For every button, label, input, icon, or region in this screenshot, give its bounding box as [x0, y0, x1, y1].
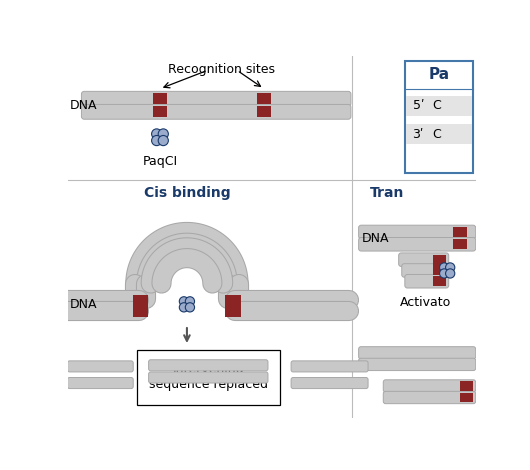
Text: 5ʹ: 5ʹ: [412, 99, 424, 112]
Bar: [460, 381, 473, 391]
FancyBboxPatch shape: [399, 253, 449, 266]
Bar: [405, 61, 473, 172]
Circle shape: [158, 129, 169, 139]
FancyBboxPatch shape: [291, 377, 368, 389]
Text: Cis binding: Cis binding: [144, 186, 230, 200]
FancyBboxPatch shape: [383, 392, 476, 404]
Bar: [225, 295, 241, 317]
Bar: [133, 295, 148, 317]
Circle shape: [439, 269, 449, 278]
Circle shape: [186, 303, 195, 312]
Bar: [432, 276, 446, 286]
Bar: [453, 239, 467, 249]
Bar: [405, 96, 472, 116]
Bar: [453, 227, 467, 237]
Circle shape: [179, 303, 189, 312]
FancyBboxPatch shape: [359, 358, 476, 370]
FancyBboxPatch shape: [68, 361, 133, 372]
FancyBboxPatch shape: [359, 237, 476, 251]
FancyBboxPatch shape: [383, 380, 476, 392]
FancyBboxPatch shape: [291, 361, 368, 372]
Text: DNA: DNA: [70, 298, 98, 311]
FancyBboxPatch shape: [148, 372, 268, 383]
Text: Recognition sites: Recognition sites: [168, 63, 275, 76]
Circle shape: [446, 269, 455, 278]
Bar: [432, 266, 446, 275]
FancyBboxPatch shape: [402, 264, 449, 277]
FancyBboxPatch shape: [68, 377, 133, 389]
Text: C: C: [432, 128, 440, 141]
Bar: [153, 106, 167, 117]
FancyBboxPatch shape: [359, 225, 476, 239]
FancyBboxPatch shape: [405, 274, 449, 288]
Text: Intervening
sequence replaced: Intervening sequence replaced: [149, 363, 268, 392]
Bar: [137, 350, 279, 405]
Bar: [460, 393, 473, 402]
FancyBboxPatch shape: [359, 347, 476, 359]
Text: DNA: DNA: [70, 99, 98, 112]
Circle shape: [158, 135, 169, 146]
FancyBboxPatch shape: [148, 360, 268, 371]
Bar: [432, 255, 446, 265]
Text: Activato: Activato: [400, 296, 452, 309]
Circle shape: [152, 129, 162, 139]
Circle shape: [152, 135, 162, 146]
Circle shape: [186, 297, 195, 306]
Bar: [257, 106, 271, 117]
Bar: [257, 94, 271, 104]
Text: Tran: Tran: [370, 186, 404, 200]
Circle shape: [179, 297, 189, 306]
Text: C: C: [432, 99, 440, 112]
Text: 3ʹ: 3ʹ: [412, 128, 424, 141]
Circle shape: [446, 263, 455, 272]
Text: Pa: Pa: [428, 67, 449, 82]
Bar: [405, 124, 472, 144]
FancyBboxPatch shape: [82, 91, 351, 106]
Text: PaqCI: PaqCI: [143, 155, 178, 168]
Bar: [153, 94, 167, 104]
Circle shape: [439, 263, 449, 272]
Text: DNA: DNA: [361, 232, 389, 244]
FancyBboxPatch shape: [82, 104, 351, 119]
